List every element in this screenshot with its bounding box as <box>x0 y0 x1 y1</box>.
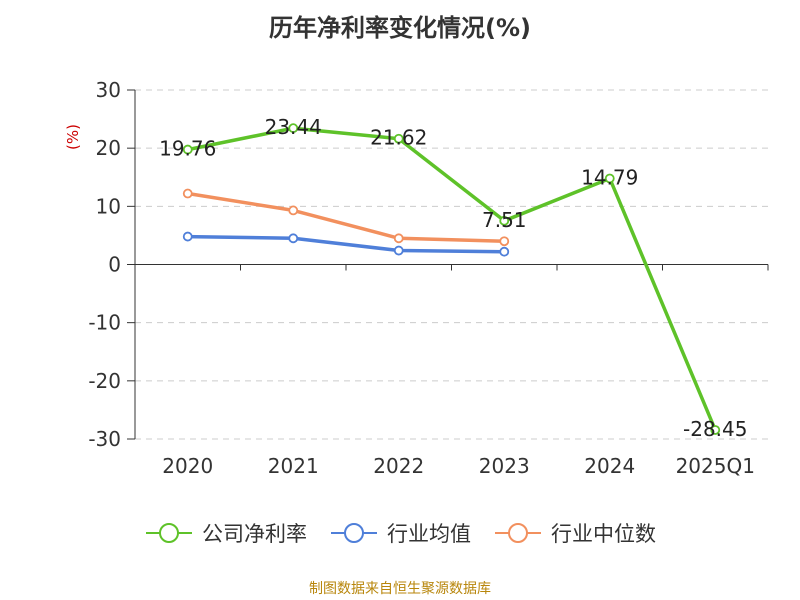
legend-label-industry-avg: 行业均值 <box>387 522 471 546</box>
legend-label-industry-median: 行业中位数 <box>551 522 656 546</box>
legend-item-industry-median[interactable]: 行业中位数 <box>493 518 656 548</box>
data-point-0 <box>393 133 404 144</box>
data-point-1 <box>182 231 193 242</box>
y-tick-label: 30 <box>96 78 121 102</box>
legend-swatch-industry-median <box>493 521 543 545</box>
data-label: 14.79 <box>581 165 638 189</box>
chart-title: 历年净利率变化情况(%) <box>269 14 531 42</box>
data-point-2 <box>288 205 299 216</box>
data-point-1 <box>499 246 510 257</box>
y-tick-label: -20 <box>88 369 121 393</box>
x-tick-label: 2025Q1 <box>676 454 755 478</box>
series-line-1 <box>187 234 505 254</box>
series-line-0 <box>187 126 717 431</box>
legend: 公司净利率 行业均值 行业中位数 <box>0 518 800 548</box>
y-tick-label: -10 <box>88 311 121 335</box>
data-point-2 <box>393 233 404 244</box>
data-label: 19.76 <box>159 137 216 161</box>
y-tick-label: 20 <box>96 136 121 160</box>
data-point-0 <box>288 123 299 134</box>
x-tick-label: 2023 <box>479 454 530 478</box>
legend-swatch-company <box>144 521 194 545</box>
x-tick-label: 2020 <box>162 454 213 478</box>
data-label: 21.62 <box>370 126 427 150</box>
x-tick-label: 2021 <box>268 454 319 478</box>
data-point-0 <box>710 425 721 435</box>
source-note: 制图数据来自恒生聚源数据库 <box>309 581 491 597</box>
data-point-1 <box>288 233 299 244</box>
x-tick-label: 2024 <box>584 454 635 478</box>
data-label: -28.45 <box>683 417 747 441</box>
legend-item-industry-avg[interactable]: 行业均值 <box>329 518 471 548</box>
y-tick-label: -30 <box>88 427 121 451</box>
series-line-2 <box>187 191 505 243</box>
data-label: 7.51 <box>482 208 527 232</box>
data-point-0 <box>182 144 193 155</box>
data-point-2 <box>499 236 510 247</box>
legend-label-company: 公司净利率 <box>202 522 307 546</box>
legend-swatch-industry-avg <box>329 521 379 545</box>
data-point-0 <box>499 215 510 226</box>
data-point-1 <box>393 245 404 256</box>
y-tick-label: 0 <box>108 253 121 277</box>
legend-item-company[interactable]: 公司净利率 <box>144 518 307 548</box>
x-tick-label: 2022 <box>373 454 424 478</box>
data-point-2 <box>182 188 193 199</box>
data-label: 23.44 <box>265 115 322 139</box>
y-tick-label: 10 <box>96 194 121 218</box>
data-point-0 <box>604 173 615 184</box>
